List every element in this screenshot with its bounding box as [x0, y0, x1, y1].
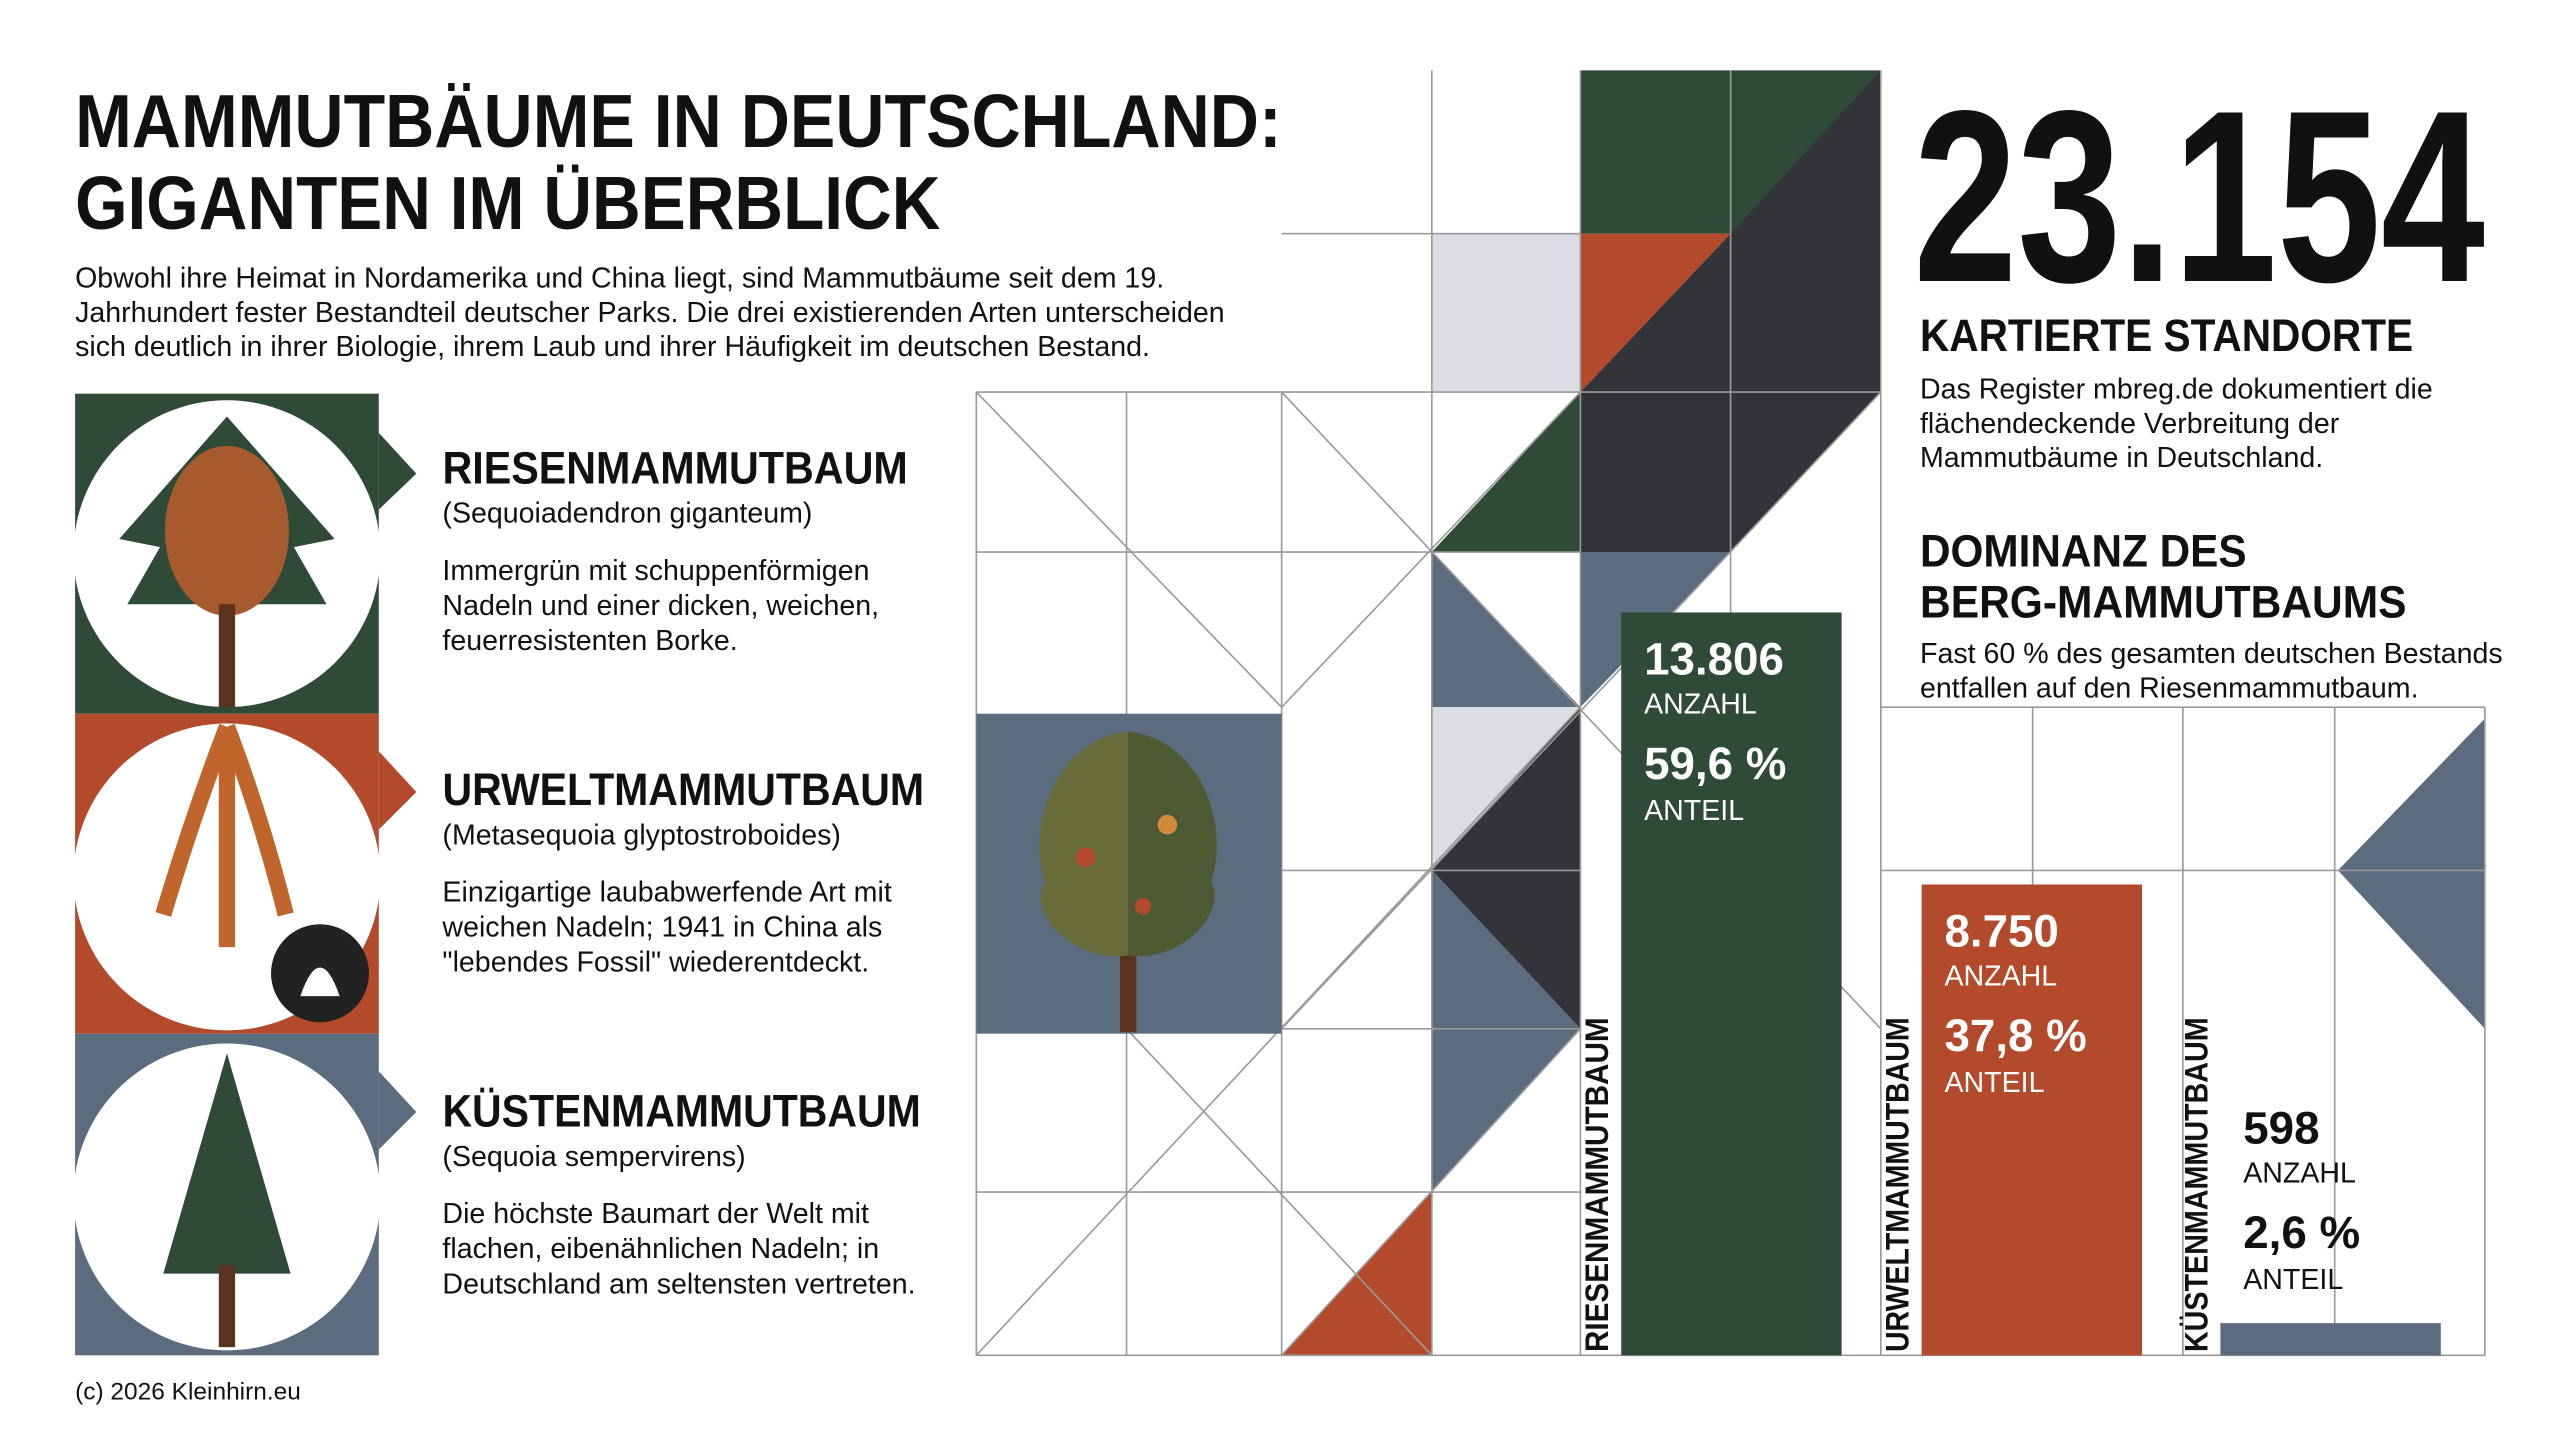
- bar-chart: RIESENMAMMUTBAUM 13.806 ANZAHL 59,6 % ANTEIL…: [1578, 612, 2441, 1356]
- species-latin: (Metasequoia glyptostroboides): [442, 819, 841, 851]
- share-label: 59,6 %: [1644, 738, 1786, 789]
- share-label: 2,6 %: [2243, 1207, 2360, 1258]
- species-latin: (Sequoiadendron giganteum): [442, 498, 812, 530]
- title: GIGANTEN IM ÜBERBLICK: [75, 161, 940, 245]
- value-caption: ANZAHL: [1944, 961, 2057, 993]
- value-caption: ANZAHL: [2243, 1158, 2356, 1190]
- value-label: 598: [2243, 1103, 2319, 1154]
- stat-label: KARTIERTE STANDORTE: [1920, 310, 2413, 361]
- value-label: 13.806: [1644, 634, 1784, 685]
- share-caption: ANTEIL: [2243, 1264, 2343, 1296]
- bar: [2220, 1323, 2441, 1356]
- species-description: "lebendes Fossil" wiederentdeckt.: [442, 947, 869, 979]
- tree-tile: [976, 713, 1282, 1034]
- chart-subtitle: Fast 60 % des gesamten deutschen Bestand…: [1920, 638, 2503, 670]
- species-description: flachen, eibenähnlichen Nadeln; in: [442, 1233, 879, 1265]
- bar: [1921, 884, 2143, 1356]
- category-label: KÜSTENMAMMUTBAUM: [2177, 1017, 2214, 1352]
- species-list: RIESENMAMMUTBAUM (Sequoiadendron giganteu…: [441, 442, 924, 1300]
- chart-subtitle: entfallen auf den Riesenmammutbaum.: [1920, 672, 2419, 704]
- species-description: Immergrün mit schuppenförmigen: [442, 555, 869, 587]
- intro: Obwohl ihre Heimat in Nordamerika und Ch…: [75, 263, 1164, 295]
- background-pattern: [975, 70, 2486, 1357]
- share-label: 37,8 %: [1944, 1010, 2086, 1061]
- species-description: Nadeln und einer dicken, weichen,: [442, 590, 879, 622]
- species-latin: (Sequoia sempervirens): [442, 1141, 745, 1173]
- value-caption: ANZAHL: [1644, 689, 1757, 721]
- stat: 23.154 KARTIERTE STANDORTE Das Register …: [1913, 59, 2484, 474]
- share-caption: ANTEIL: [1644, 795, 1744, 827]
- stat-text: Das Register mbreg.de dokumentiert die: [1920, 374, 2433, 406]
- species-description: Einzigartige laubabwerfende Art mit: [442, 876, 891, 908]
- species-description: weichen Nadeln; 1941 in China als: [441, 912, 882, 944]
- stat-text: flächendeckende Verbreitung der: [1920, 408, 2340, 440]
- category-label: URWELTMAMMUTBAUM: [1879, 1017, 1916, 1352]
- species-description: Die höchste Baumart der Welt mit: [442, 1198, 869, 1230]
- bar: [1621, 612, 1842, 1356]
- category-label: RIESENMAMMUTBAUM: [1578, 1017, 1615, 1352]
- species-description: feuerresistenten Borke.: [442, 625, 737, 657]
- intro: Jahrhundert fester Bestandteil deutscher…: [75, 297, 1225, 329]
- chart-heading: DOMINANZ DES BERG-MAMMUTBAUMS Fast 60 % …: [1920, 526, 2503, 705]
- intro: sich deutlich in ihrer Biologie, ihrem L…: [75, 331, 1150, 363]
- stat-value: 23.154: [1913, 59, 2484, 333]
- title: MAMMUTBÄUME IN DEUTSCHLAND:: [75, 79, 1282, 163]
- species-name: RIESENMAMMUTBAUM: [442, 442, 907, 493]
- footer: (c) 2026 Kleinhirn.eu: [75, 1378, 301, 1405]
- share-caption: ANTEIL: [1944, 1067, 2044, 1099]
- species-name: URWELTMAMMUTBAUM: [442, 764, 924, 815]
- chart-title: BERG-MAMMUTBAUMS: [1920, 576, 2407, 627]
- value-label: 8.750: [1944, 906, 2058, 957]
- species-description: Deutschland am seltensten vertreten.: [442, 1268, 915, 1300]
- stat-text: Mammutbäume in Deutschland.: [1920, 442, 2323, 474]
- species-icons: [73, 393, 417, 1356]
- chart-title: DOMINANZ DES: [1920, 526, 2247, 577]
- species-name: KÜSTENMAMMUTBAUM: [442, 1086, 920, 1137]
- header: MAMMUTBÄUME IN DEUTSCHLAND: GIGANTEN IM …: [75, 79, 1282, 363]
